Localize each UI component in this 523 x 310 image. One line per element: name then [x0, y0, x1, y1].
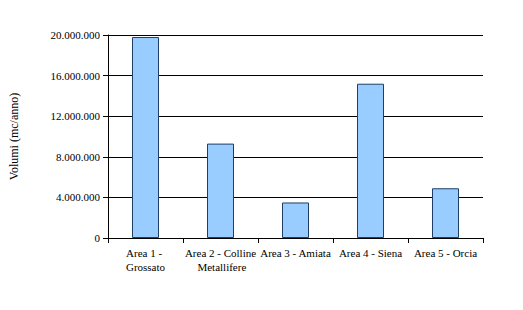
svg-text:20.000.000: 20.000.000 — [51, 29, 101, 41]
svg-text:Volumi (mc/anno): Volumi (mc/anno) — [7, 93, 21, 180]
svg-text:4.000.000: 4.000.000 — [56, 191, 101, 203]
svg-text:12.000.000: 12.000.000 — [51, 110, 101, 122]
svg-text:8.000.000: 8.000.000 — [56, 151, 101, 163]
svg-text:0: 0 — [95, 232, 101, 244]
svg-text:Grossato: Grossato — [126, 261, 166, 273]
svg-text:Area 2 - Colline: Area 2 - Colline — [185, 247, 256, 259]
svg-text:Area 5 - Orcia: Area 5 - Orcia — [414, 247, 477, 259]
svg-text:Area 1 -: Area 1 - — [126, 247, 165, 259]
svg-text:Metallifere: Metallifere — [195, 261, 247, 273]
svg-text:16.000.000: 16.000.000 — [51, 70, 101, 82]
svg-text:Area 3 - Amiata: Area 3 - Amiata — [260, 247, 331, 259]
svg-text:Area 4 - Siena: Area 4 - Siena — [339, 247, 402, 259]
